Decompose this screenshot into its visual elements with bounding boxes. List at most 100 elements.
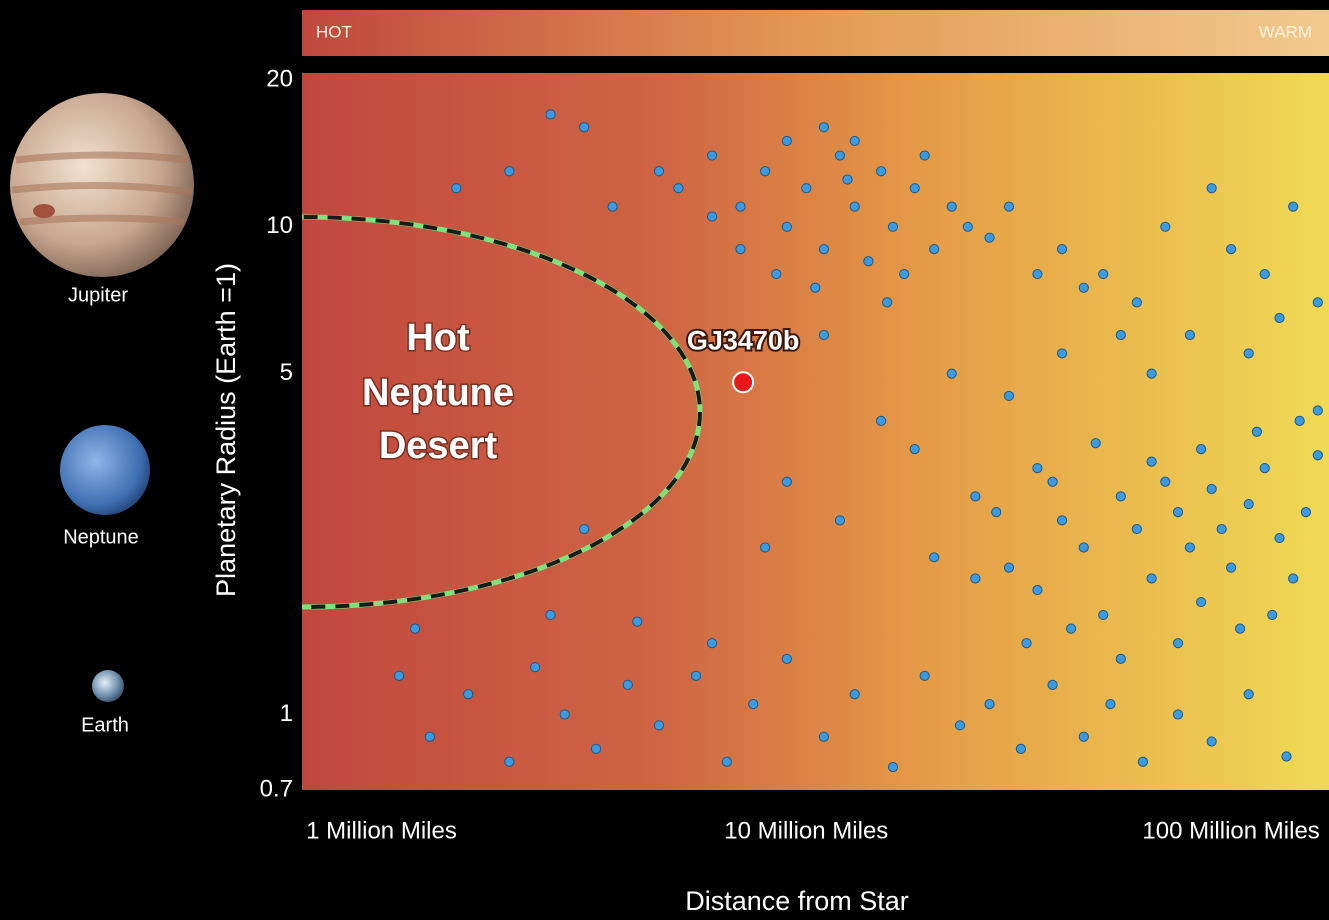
- point: [1146, 573, 1157, 584]
- x-tick-label: 10 Million Miles: [724, 817, 888, 844]
- point: [1196, 444, 1207, 455]
- point: [673, 183, 684, 194]
- point: [909, 183, 920, 194]
- point: [946, 368, 957, 379]
- point: [622, 679, 633, 690]
- point: [1274, 312, 1285, 324]
- point: [1300, 506, 1312, 518]
- point: [706, 211, 718, 222]
- temperature-bar: [302, 10, 1329, 56]
- point: [818, 244, 829, 255]
- y-tick-label: 0.7: [260, 775, 293, 802]
- temperature-label: HOT: [316, 22, 352, 41]
- point: [781, 476, 792, 487]
- point: [1021, 638, 1032, 649]
- desert-boundary: [302, 214, 703, 610]
- point: [706, 638, 718, 649]
- point: [899, 268, 910, 280]
- point: [849, 135, 860, 147]
- point: [1216, 523, 1227, 535]
- point: [954, 720, 966, 731]
- point: [909, 444, 920, 455]
- point: [530, 662, 541, 673]
- point: [1015, 743, 1026, 754]
- point: [781, 653, 792, 664]
- point: [1115, 653, 1126, 664]
- planet-label: Neptune: [63, 526, 139, 548]
- point: [590, 743, 602, 754]
- point: [1115, 491, 1126, 502]
- point: [1003, 201, 1015, 212]
- point: [1056, 348, 1068, 359]
- point: [849, 689, 860, 700]
- point: [653, 720, 665, 731]
- point: [410, 623, 421, 634]
- x-tick-label: 100 Million Miles: [1142, 817, 1319, 844]
- planet-label: Jupiter: [68, 284, 128, 306]
- point: [1243, 348, 1254, 359]
- point: [760, 166, 771, 177]
- point: [818, 731, 829, 742]
- point: [962, 221, 973, 232]
- point: [1184, 329, 1196, 341]
- point: [1312, 450, 1323, 461]
- point: [1131, 297, 1142, 308]
- highlight-point: [732, 371, 755, 394]
- y-tick-label: 20: [266, 65, 293, 92]
- point: [706, 150, 718, 161]
- great-red-spot: [33, 204, 55, 218]
- point: [735, 201, 746, 212]
- neptune-icon: [60, 425, 150, 515]
- point: [1274, 532, 1285, 544]
- point: [504, 756, 515, 767]
- point: [1056, 515, 1068, 526]
- point: [1003, 562, 1015, 573]
- point: [579, 122, 590, 133]
- point: [760, 542, 771, 553]
- point: [1098, 609, 1109, 621]
- reference-planets: Jupiter Neptune Earth: [10, 93, 194, 736]
- point: [1288, 573, 1299, 584]
- point: [970, 573, 981, 584]
- point: [1172, 638, 1184, 649]
- point: [1032, 463, 1043, 474]
- point: [1294, 415, 1305, 426]
- point: [1078, 731, 1089, 742]
- point: [607, 201, 618, 212]
- point: [984, 699, 995, 710]
- point: [1288, 201, 1299, 212]
- point: [946, 201, 957, 212]
- point: [1115, 329, 1126, 341]
- point: [834, 515, 846, 526]
- temperature-label: WARM: [1259, 22, 1312, 41]
- point: [1226, 244, 1237, 255]
- point: [875, 415, 887, 426]
- point: [1146, 368, 1157, 379]
- point: [545, 109, 556, 120]
- plot-area: [302, 73, 1329, 790]
- point: [1047, 476, 1058, 487]
- point: [559, 709, 570, 720]
- point: [721, 756, 732, 767]
- point: [1226, 562, 1237, 573]
- y-axis-title: Planetary Radius (Earth =1): [211, 263, 241, 597]
- point: [1259, 268, 1270, 280]
- point: [929, 552, 940, 563]
- point: [882, 297, 893, 308]
- y-tick-label: 1: [280, 700, 293, 727]
- point: [1206, 483, 1217, 495]
- point: [919, 670, 930, 681]
- region-label: Hot: [406, 317, 470, 359]
- point: [1065, 623, 1077, 634]
- point: [818, 122, 829, 133]
- point: [887, 221, 899, 232]
- point: [1251, 426, 1262, 437]
- point: [735, 244, 746, 255]
- point: [1032, 268, 1043, 280]
- point: [875, 166, 887, 177]
- point: [1235, 623, 1246, 634]
- point: [690, 670, 702, 681]
- point: [1056, 244, 1068, 255]
- point: [1312, 297, 1323, 308]
